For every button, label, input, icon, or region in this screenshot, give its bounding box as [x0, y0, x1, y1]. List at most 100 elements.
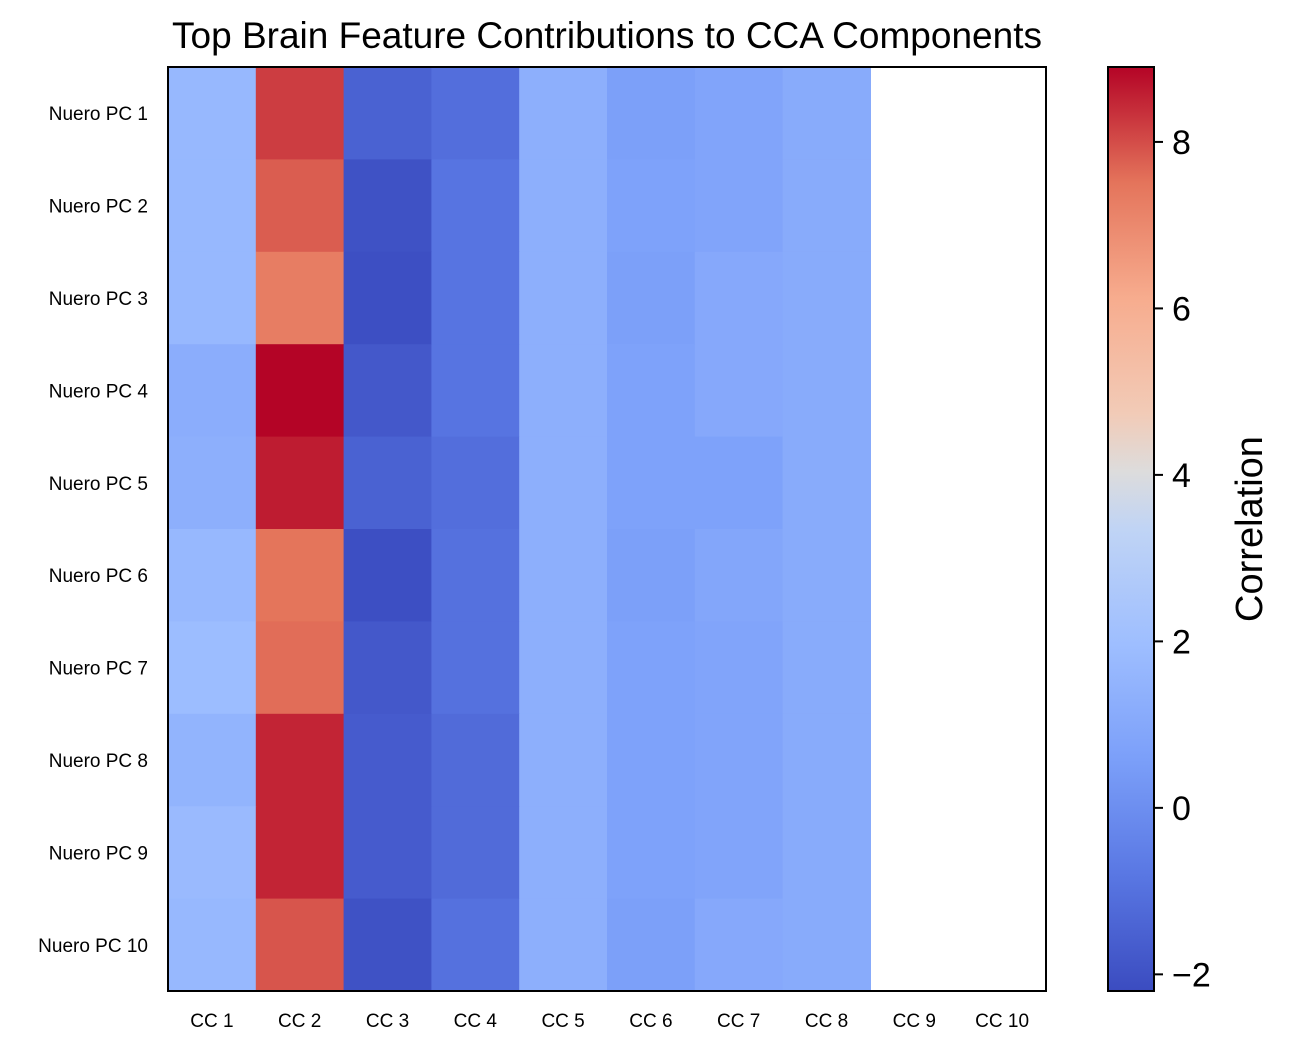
- colorbar-label: Correlation: [1229, 436, 1271, 622]
- heatmap-cell-r2-c8: [782, 159, 871, 253]
- heatmap-cell-r1-c2: [255, 67, 345, 160]
- heatmap-cell-r3-c3: [343, 251, 432, 345]
- heatmap-cell-r5-c8: [782, 436, 871, 530]
- heatmap-cell-r10-c8: [782, 898, 871, 992]
- heatmap-cell-r4-c4: [431, 344, 520, 438]
- heatmap-cell-r10-c1: [168, 898, 257, 992]
- y-tick-label: Nuero PC 7: [49, 659, 148, 680]
- x-tick-label: CC 7: [717, 1011, 760, 1032]
- heatmap-cell-r1-c8: [782, 67, 871, 160]
- heatmap-cell-r6-c4: [431, 529, 520, 622]
- colorbar-tick-label: 0: [1172, 790, 1191, 828]
- heatmap-cell-r8-c2: [255, 713, 345, 807]
- x-tick-label: CC 5: [541, 1011, 584, 1032]
- x-tick-label: CC 9: [893, 1011, 936, 1032]
- colorbar-ticks: −2 0 2 4 6 8: [1154, 124, 1211, 994]
- heatmap-cell-r3-c1: [168, 251, 257, 345]
- heatmap-cell-r5-c1: [168, 436, 257, 530]
- heatmap-cell-r5-c2: [255, 436, 345, 530]
- heatmap-cell-r8-c6: [607, 713, 696, 807]
- y-tick-label: Nuero PC 8: [49, 751, 148, 772]
- heatmap-cell-r3-c5: [519, 251, 608, 345]
- heatmap-cell-r7-c2: [255, 621, 345, 715]
- heatmap-cell-r3-c4: [431, 251, 520, 345]
- x-tick-label: CC 6: [629, 1011, 672, 1032]
- heatmap-cell-r2-c6: [607, 159, 696, 253]
- y-tick-label: Nuero PC 1: [49, 104, 148, 125]
- y-tick-label: Nuero PC 10: [38, 936, 148, 957]
- heatmap-cell-r9-c2: [255, 806, 345, 900]
- heatmap-cell-r4-c3: [343, 344, 432, 438]
- plot-frame: [167, 66, 1047, 992]
- colorbar-tick-label: 8: [1172, 124, 1191, 162]
- heatmap-cell-r2-c2: [255, 159, 345, 253]
- x-tick-label: CC 3: [366, 1011, 409, 1032]
- heatmap-cell-r7-c7: [694, 621, 784, 715]
- colorbar-tick-label: 6: [1172, 290, 1191, 328]
- y-tick-label: Nuero PC 9: [49, 843, 148, 864]
- heatmap-cell-r5-c4: [431, 436, 520, 530]
- heatmap-cell-r9-c6: [607, 806, 696, 900]
- heatmap-cell-r7-c4: [431, 621, 520, 715]
- heatmap-cell-r1-c6: [607, 67, 696, 160]
- heatmap-cell-r2-c5: [519, 159, 608, 253]
- chart-title: Top Brain Feature Contributions to CCA C…: [172, 15, 1042, 56]
- heatmap-cell-r6-c1: [168, 529, 257, 622]
- heatmap-cell-r3-c7: [694, 251, 784, 345]
- heatmap-cells: [168, 67, 871, 992]
- heatmap-cell-r6-c2: [255, 529, 345, 622]
- heatmap-cell-r5-c5: [519, 436, 608, 530]
- heatmap-cell-r3-c6: [607, 251, 696, 345]
- heatmap-cell-r6-c5: [519, 529, 608, 622]
- heatmap-cell-r8-c4: [431, 713, 520, 807]
- heatmap-cell-r7-c8: [782, 621, 871, 715]
- y-axis: Nuero PC 1 Nuero PC 2 Nuero PC 3 Nuero PC 4…: [38, 104, 148, 957]
- colorbar: [1108, 67, 1154, 991]
- heatmap-cell-r9-c4: [431, 806, 520, 900]
- heatmap-cell-r7-c6: [607, 621, 696, 715]
- heatmap-cell-r2-c7: [694, 159, 784, 253]
- heatmap-cell-r4-c6: [607, 344, 696, 438]
- colorbar-tick-label: 2: [1172, 623, 1191, 661]
- heatmap-cell-r9-c3: [343, 806, 432, 900]
- heatmap-cell-r1-c7: [694, 67, 784, 160]
- heatmap-cell-r10-c3: [343, 898, 432, 992]
- heatmap-cell-r10-c4: [431, 898, 520, 992]
- heatmap-cell-r3-c2: [255, 251, 345, 345]
- heatmap-cell-r4-c1: [168, 344, 257, 438]
- heatmap-cell-r9-c8: [782, 806, 871, 900]
- x-tick-label: CC 2: [278, 1011, 321, 1032]
- heatmap-cell-r2-c3: [343, 159, 432, 253]
- colorbar-tick-label: −2: [1172, 956, 1211, 994]
- heatmap-cell-r4-c7: [694, 344, 784, 438]
- heatmap-cell-r7-c5: [519, 621, 608, 715]
- heatmap-cell-r9-c1: [168, 806, 257, 900]
- heatmap-cell-r6-c6: [607, 529, 696, 622]
- heatmap-cell-r6-c3: [343, 529, 432, 622]
- heatmap-cell-r1-c5: [519, 67, 608, 160]
- heatmap-cell-r5-c6: [607, 436, 696, 530]
- x-tick-label: CC 4: [454, 1011, 498, 1032]
- heatmap-cell-r1-c4: [431, 67, 520, 160]
- heatmap-cell-r4-c8: [782, 344, 871, 438]
- heatmap-cell-r1-c3: [343, 67, 432, 160]
- heatmap-cell-r4-c2: [255, 344, 345, 438]
- heatmap-cell-r9-c7: [694, 806, 784, 900]
- heatmap-cell-r7-c3: [343, 621, 432, 715]
- heatmap-cell-r1-c1: [168, 67, 257, 160]
- y-tick-label: Nuero PC 6: [49, 566, 148, 587]
- heatmap-cell-r5-c7: [694, 436, 784, 530]
- y-tick-label: Nuero PC 5: [49, 474, 148, 495]
- heatmap-cell-r10-c7: [694, 898, 784, 992]
- heatmap-cell-r8-c7: [694, 713, 784, 807]
- x-tick-label: CC 10: [975, 1011, 1029, 1032]
- heatmap-cell-r6-c7: [694, 529, 784, 622]
- heatmap-cell-r8-c8: [782, 713, 871, 807]
- heatmap-cell-r4-c5: [519, 344, 608, 438]
- heatmap-cell-r6-c8: [782, 529, 871, 622]
- colorbar-tick-label: 4: [1172, 457, 1191, 495]
- y-tick-label: Nuero PC 4: [49, 381, 149, 402]
- heatmap-cell-r5-c3: [343, 436, 432, 530]
- heatmap-cell-r7-c1: [168, 621, 257, 715]
